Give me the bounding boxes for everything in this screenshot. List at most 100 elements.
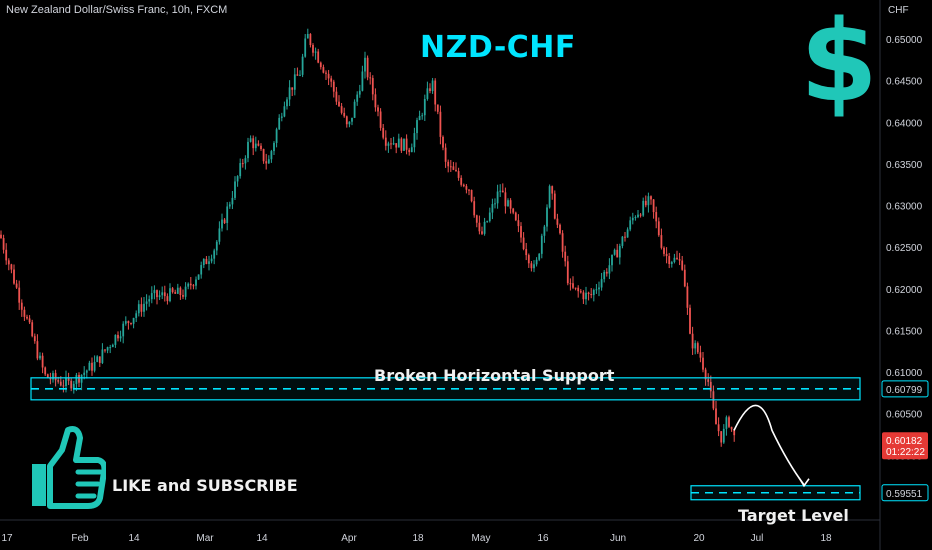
candle-body [140,304,143,312]
candle-body [387,143,390,146]
candle-body [725,417,728,429]
candle-body [304,38,307,57]
candle-body [169,288,171,302]
candle-body [423,98,426,116]
candle-body [96,356,99,362]
price-tick-label: 0.62500 [886,243,923,254]
candle-body [439,111,442,137]
pair-title: NZD-CHF [420,30,576,65]
candle-body [483,221,486,234]
candle-body [127,321,130,324]
candle-body [335,91,338,102]
candle-body [457,171,460,178]
candle-body [647,196,650,206]
candle-body [317,51,320,63]
candle-body [670,261,673,265]
candle-body [223,219,226,224]
candle-body [403,138,405,151]
candle-body [598,287,600,290]
candle-body [135,313,138,318]
candle-body [130,323,132,325]
candle-body [579,291,582,293]
time-tick-label: 18 [412,533,424,544]
candle-body [231,197,234,205]
candle-body [540,235,543,254]
candle-body [85,370,88,373]
candle-body [49,377,52,380]
time-tick-label: 14 [256,533,268,544]
candle-body [101,349,104,363]
candle-body [114,334,117,345]
candle-body [436,104,439,112]
candle-body [278,117,281,130]
candle-body [431,80,434,92]
candle-body [59,381,62,386]
candle-body [122,323,125,337]
candle-body [221,219,223,229]
time-tick-label: Feb [71,533,89,544]
candle-body [153,290,156,294]
candle-body [634,217,637,219]
candle-body [507,200,509,207]
bar-countdown: 01:22:22 [886,447,925,458]
candle-body [611,254,613,266]
candle-body [418,115,421,121]
candle-body [52,373,54,380]
price-tick-label: 0.60500 [886,410,923,421]
candle-body [234,181,236,198]
candle-body [343,112,346,117]
candle-body [2,238,5,250]
time-tick-label: 14 [128,533,140,544]
candle-body [361,71,364,91]
candle-body [384,137,387,146]
candle-body [338,101,340,107]
candle-body [395,143,398,148]
candle-body [241,163,244,165]
candle-body [470,190,473,202]
time-tick-label: May [472,533,491,544]
candle-body [104,349,106,351]
candle-body [236,176,239,182]
candle-body [629,220,632,230]
candle-body [322,67,325,73]
candle-body [117,334,119,339]
candle-body [605,271,608,274]
candle-body [639,214,642,216]
candle-body [449,166,452,168]
candle-body [569,283,572,285]
candle-body [444,147,447,162]
candle-body [663,247,665,254]
candle-body [270,151,273,160]
candle-body [429,88,431,92]
candle-body [296,74,299,76]
candle-body [205,258,208,264]
candle-body [62,385,65,387]
candle-body [41,355,44,368]
candle-body [137,304,140,314]
candle-body [535,259,538,265]
candle-body [374,94,377,108]
candle-body [148,299,151,302]
candle-body [728,417,730,427]
candle-body [20,302,23,310]
candle-body [314,51,317,53]
candle-body [657,221,660,236]
thumbs-up-icon[interactable] [28,424,108,515]
candle-body [462,184,465,187]
candle-body [132,317,135,324]
candle-body [267,159,270,164]
price-tick-label: 0.63500 [886,160,923,171]
candle-body [184,286,187,297]
dollar-sign-icon: $ [800,0,878,127]
candle-body [39,355,41,359]
candle-body [733,429,736,436]
candle-body [652,199,655,213]
candle-body [254,143,257,149]
candle-body [455,169,457,172]
candle-body [249,138,252,142]
candle-body [226,206,229,224]
candle-body [65,377,67,386]
candle-body [288,87,291,100]
candle-body [405,138,408,150]
